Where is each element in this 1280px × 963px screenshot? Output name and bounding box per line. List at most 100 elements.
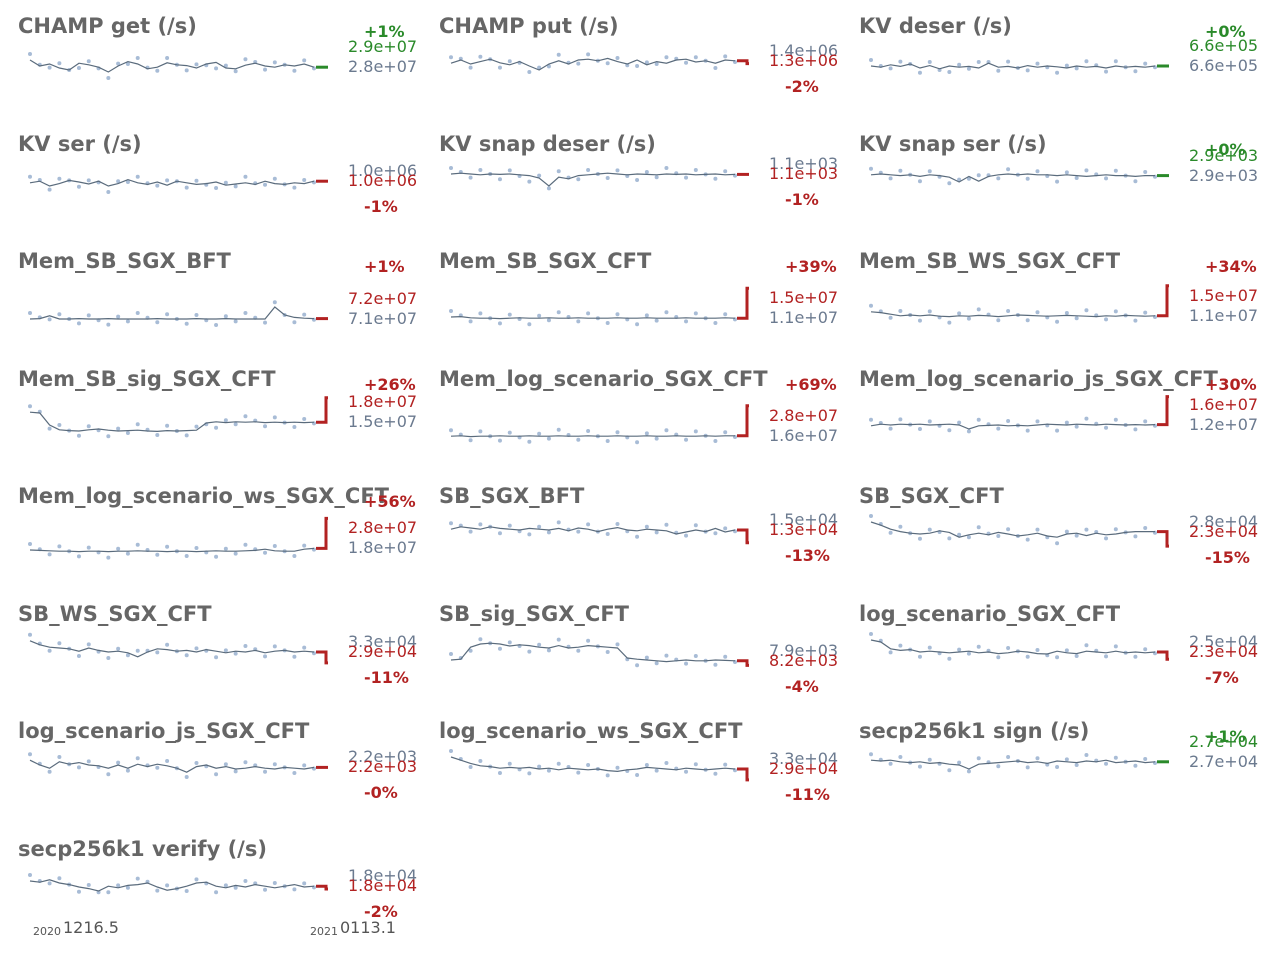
data-point — [184, 321, 189, 326]
data-point — [497, 438, 502, 443]
data-point — [966, 316, 971, 321]
data-point — [957, 62, 962, 67]
change-marker — [316, 650, 328, 665]
data-point — [1064, 63, 1069, 68]
data-point — [644, 655, 649, 660]
data-point — [478, 54, 483, 59]
data-point — [292, 654, 297, 659]
data-point — [693, 311, 698, 316]
data-point — [106, 555, 111, 560]
panel-title: Mem_log_scenario_ws_SGX_CFT — [18, 484, 390, 508]
data-point — [214, 655, 219, 660]
data-point — [272, 60, 277, 65]
data-point — [684, 661, 689, 666]
data-point — [497, 321, 502, 326]
data-point — [76, 889, 81, 894]
data-point — [243, 57, 248, 62]
last-value-label: 2.9e+04 — [769, 759, 839, 778]
data-point — [1055, 428, 1060, 433]
change-percent: -0% — [364, 783, 398, 803]
data-point — [898, 309, 903, 313]
first-value-label: 2.8e+07 — [348, 57, 418, 77]
data-point — [47, 881, 52, 886]
data-point — [1074, 424, 1079, 429]
data-point — [135, 174, 140, 179]
data-point — [1064, 757, 1069, 762]
sparkline-svg — [449, 637, 749, 668]
sparkline-panel: KV snap deser (/s) 1.1e+03 1.1e+03 -1% — [439, 132, 849, 258]
data-point — [86, 313, 91, 318]
first-value-label: 1.8e+04 — [348, 866, 418, 886]
data-point — [1035, 169, 1040, 174]
last-value-label: 2.7e+04 — [1189, 731, 1259, 751]
data-point — [644, 524, 649, 529]
data-point — [869, 166, 873, 171]
data-point — [243, 542, 248, 547]
change-percent: -7% — [1205, 668, 1239, 687]
data-point — [223, 648, 228, 653]
data-point — [57, 544, 62, 549]
data-point — [1025, 318, 1030, 323]
data-point — [449, 428, 453, 433]
data-point — [184, 775, 189, 779]
data-point — [869, 303, 873, 308]
data-point — [125, 551, 130, 556]
data-point — [223, 418, 228, 423]
change-marker — [316, 516, 328, 550]
sparkline-panel: KV ser (/s) 1.0e+06 1.0e+06 -1% — [18, 132, 428, 258]
data-point — [1064, 311, 1069, 315]
data-point — [223, 546, 228, 551]
change-percent: -11% — [364, 668, 409, 687]
data-point — [194, 313, 199, 317]
data-point — [243, 644, 248, 648]
panel-title: log_scenario_js_SGX_CFT — [18, 719, 310, 743]
sparkline-svg — [28, 632, 328, 665]
data-point — [214, 554, 219, 559]
data-point — [106, 656, 111, 660]
sparkline-svg — [28, 52, 328, 80]
data-point — [1035, 310, 1040, 315]
sparkline-svg — [28, 300, 328, 327]
last-value-label: 1.0e+06 — [348, 171, 418, 191]
data-point — [693, 523, 698, 528]
data-point — [478, 311, 483, 316]
data-point — [1143, 526, 1148, 530]
data-point — [1084, 643, 1089, 648]
data-point — [223, 180, 228, 185]
data-point — [723, 654, 728, 659]
data-point — [605, 532, 610, 536]
trend-line — [29, 547, 315, 553]
data-point — [684, 60, 689, 65]
data-point — [976, 525, 981, 530]
last-value-label: 7.2e+07 — [348, 288, 418, 308]
data-point — [125, 768, 130, 773]
data-point — [507, 312, 512, 317]
data-point — [723, 430, 728, 435]
sparkline-panel: Mem_SB_SGX_BFT 7.1e+07 7.2e+07 +1% — [18, 249, 428, 375]
last-value-label: 6.6e+05 — [1189, 36, 1259, 55]
change-percent: -2% — [785, 76, 819, 96]
data-point — [898, 643, 903, 648]
panel-title: KV deser (/s) — [859, 14, 1012, 38]
data-point — [57, 423, 62, 427]
data-point — [723, 762, 728, 767]
change-percent: -1% — [364, 197, 398, 217]
data-point — [76, 433, 81, 438]
data-point — [272, 881, 277, 885]
trend-line — [870, 521, 1155, 538]
data-point — [243, 760, 248, 765]
data-point — [1113, 527, 1118, 532]
data-point — [537, 313, 542, 318]
last-value-label: 1.5e+07 — [769, 288, 839, 308]
data-point — [86, 178, 91, 183]
data-point — [135, 56, 140, 60]
data-point — [644, 431, 649, 436]
data-point — [693, 429, 698, 434]
data-point — [527, 532, 532, 537]
trend-line — [450, 526, 736, 535]
sparkline-svg — [449, 286, 749, 327]
trend-line — [450, 435, 735, 438]
data-point — [1025, 765, 1030, 770]
data-point — [586, 429, 591, 433]
data-point — [1143, 647, 1148, 652]
